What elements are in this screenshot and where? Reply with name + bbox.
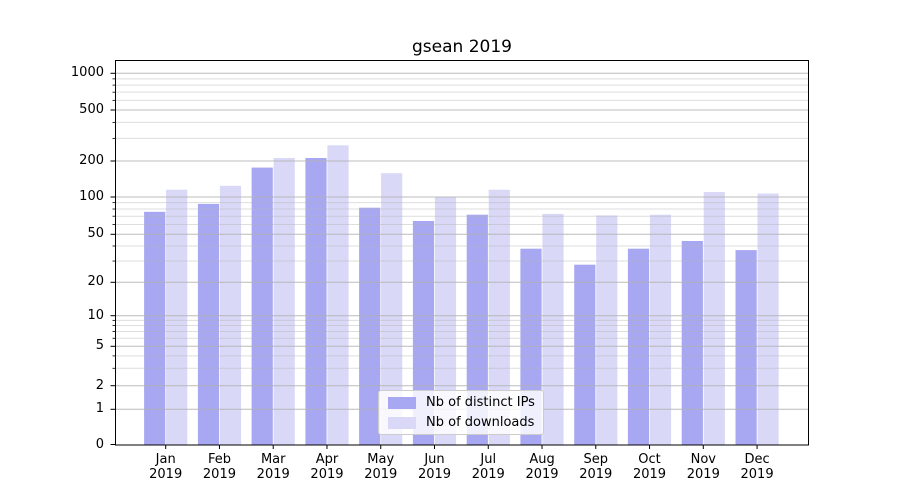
y-tick-label: 1 [95, 401, 104, 417]
bar-downloads [488, 189, 510, 445]
y-tick-label: 10 [87, 307, 104, 323]
x-tick-label: Nov 2019 [675, 452, 731, 483]
x-tick-month: Mar [260, 451, 286, 467]
bar-distinct-ips [251, 167, 273, 445]
legend-label-distinct-ips: Nb of distinct IPs [426, 395, 535, 410]
x-tick-label: Sep 2019 [568, 452, 624, 483]
x-tick-label: Apr 2019 [299, 452, 355, 483]
x-tick-year: 2019 [686, 467, 720, 482]
x-tick-month: Oct [638, 451, 661, 467]
x-tick-year: 2019 [310, 467, 344, 482]
y-tick-label: 5 [95, 338, 104, 354]
y-tick-label: 2 [95, 377, 104, 393]
bar-distinct-ips [574, 264, 596, 445]
x-tick-label: Jan 2019 [138, 452, 194, 483]
x-tick-label: Oct 2019 [622, 452, 678, 483]
y-tick-label: 0 [95, 436, 104, 452]
x-tick-year: 2019 [632, 467, 667, 482]
bar-distinct-ips [305, 158, 327, 445]
bar-distinct-ips [144, 211, 166, 445]
x-tick-label: Mar 2019 [245, 452, 301, 483]
legend-item-downloads: Nb of downloads [388, 415, 534, 430]
bar-distinct-ips [197, 203, 220, 445]
x-tick-year: 2019 [417, 467, 452, 482]
bar-downloads [273, 158, 295, 445]
y-tick-label: 1000 [70, 65, 104, 81]
bar-downloads [703, 192, 725, 445]
legend-swatch-distinct-ips [388, 396, 416, 409]
x-tick-label: Jul 2019 [460, 452, 516, 483]
bar-downloads [166, 189, 188, 445]
y-tick-label: 200 [79, 153, 104, 168]
bar-downloads [381, 173, 403, 445]
bar-downloads [327, 145, 349, 445]
legend-swatch-downloads [388, 416, 416, 429]
x-tick-month: Dec [744, 451, 770, 467]
x-tick-month: Sep [583, 451, 609, 467]
x-tick-month: Jan [155, 451, 176, 467]
x-tick-month: Feb [207, 451, 231, 467]
x-tick-year: 2019 [364, 467, 398, 482]
legend-item-distinct-ips: Nb of distinct IPs [388, 395, 535, 410]
bar-downloads [434, 197, 457, 445]
x-tick-label: Aug 2019 [514, 452, 570, 483]
x-tick-label: Dec 2019 [729, 452, 785, 483]
y-tick-label: 50 [87, 226, 104, 242]
bar-downloads [649, 214, 672, 445]
x-tick-label: May 2019 [353, 452, 409, 483]
x-tick-year: 2019 [740, 467, 774, 482]
x-tick-year: 2019 [525, 467, 559, 482]
bar-downloads [219, 185, 242, 445]
legend: Nb of distinct IPs Nb of downloads [378, 390, 544, 435]
x-tick-label: Jun 2019 [407, 452, 463, 483]
axes-spines [115, 60, 809, 446]
bar-downloads [757, 193, 779, 445]
x-tick-month: Nov [690, 451, 716, 467]
x-tick-month: Apr [315, 451, 339, 467]
bar-distinct-ips [681, 241, 703, 445]
bar-downloads [596, 215, 618, 445]
chart-title: gsean 2019 [412, 37, 512, 57]
x-tick-month: Jun [424, 451, 445, 467]
x-tick-year: 2019 [579, 467, 613, 482]
bar-distinct-ips [412, 221, 435, 445]
bar-distinct-ips [466, 214, 488, 445]
bar-downloads [542, 213, 564, 445]
x-tick-year: 2019 [256, 467, 290, 482]
bar-distinct-ips [735, 250, 757, 445]
x-tick-month: Aug [529, 451, 555, 467]
y-tick-label: 500 [79, 102, 104, 117]
y-tick-label: 100 [79, 189, 104, 204]
legend-label-downloads: Nb of downloads [426, 415, 535, 430]
x-tick-year: 2019 [149, 467, 183, 482]
x-tick-month: May [367, 451, 395, 467]
x-tick-year: 2019 [471, 467, 505, 482]
x-tick-year: 2019 [202, 467, 236, 482]
x-tick-month: Jul [480, 451, 497, 467]
y-tick-label: 20 [87, 274, 104, 290]
x-tick-label: Feb 2019 [191, 452, 247, 483]
